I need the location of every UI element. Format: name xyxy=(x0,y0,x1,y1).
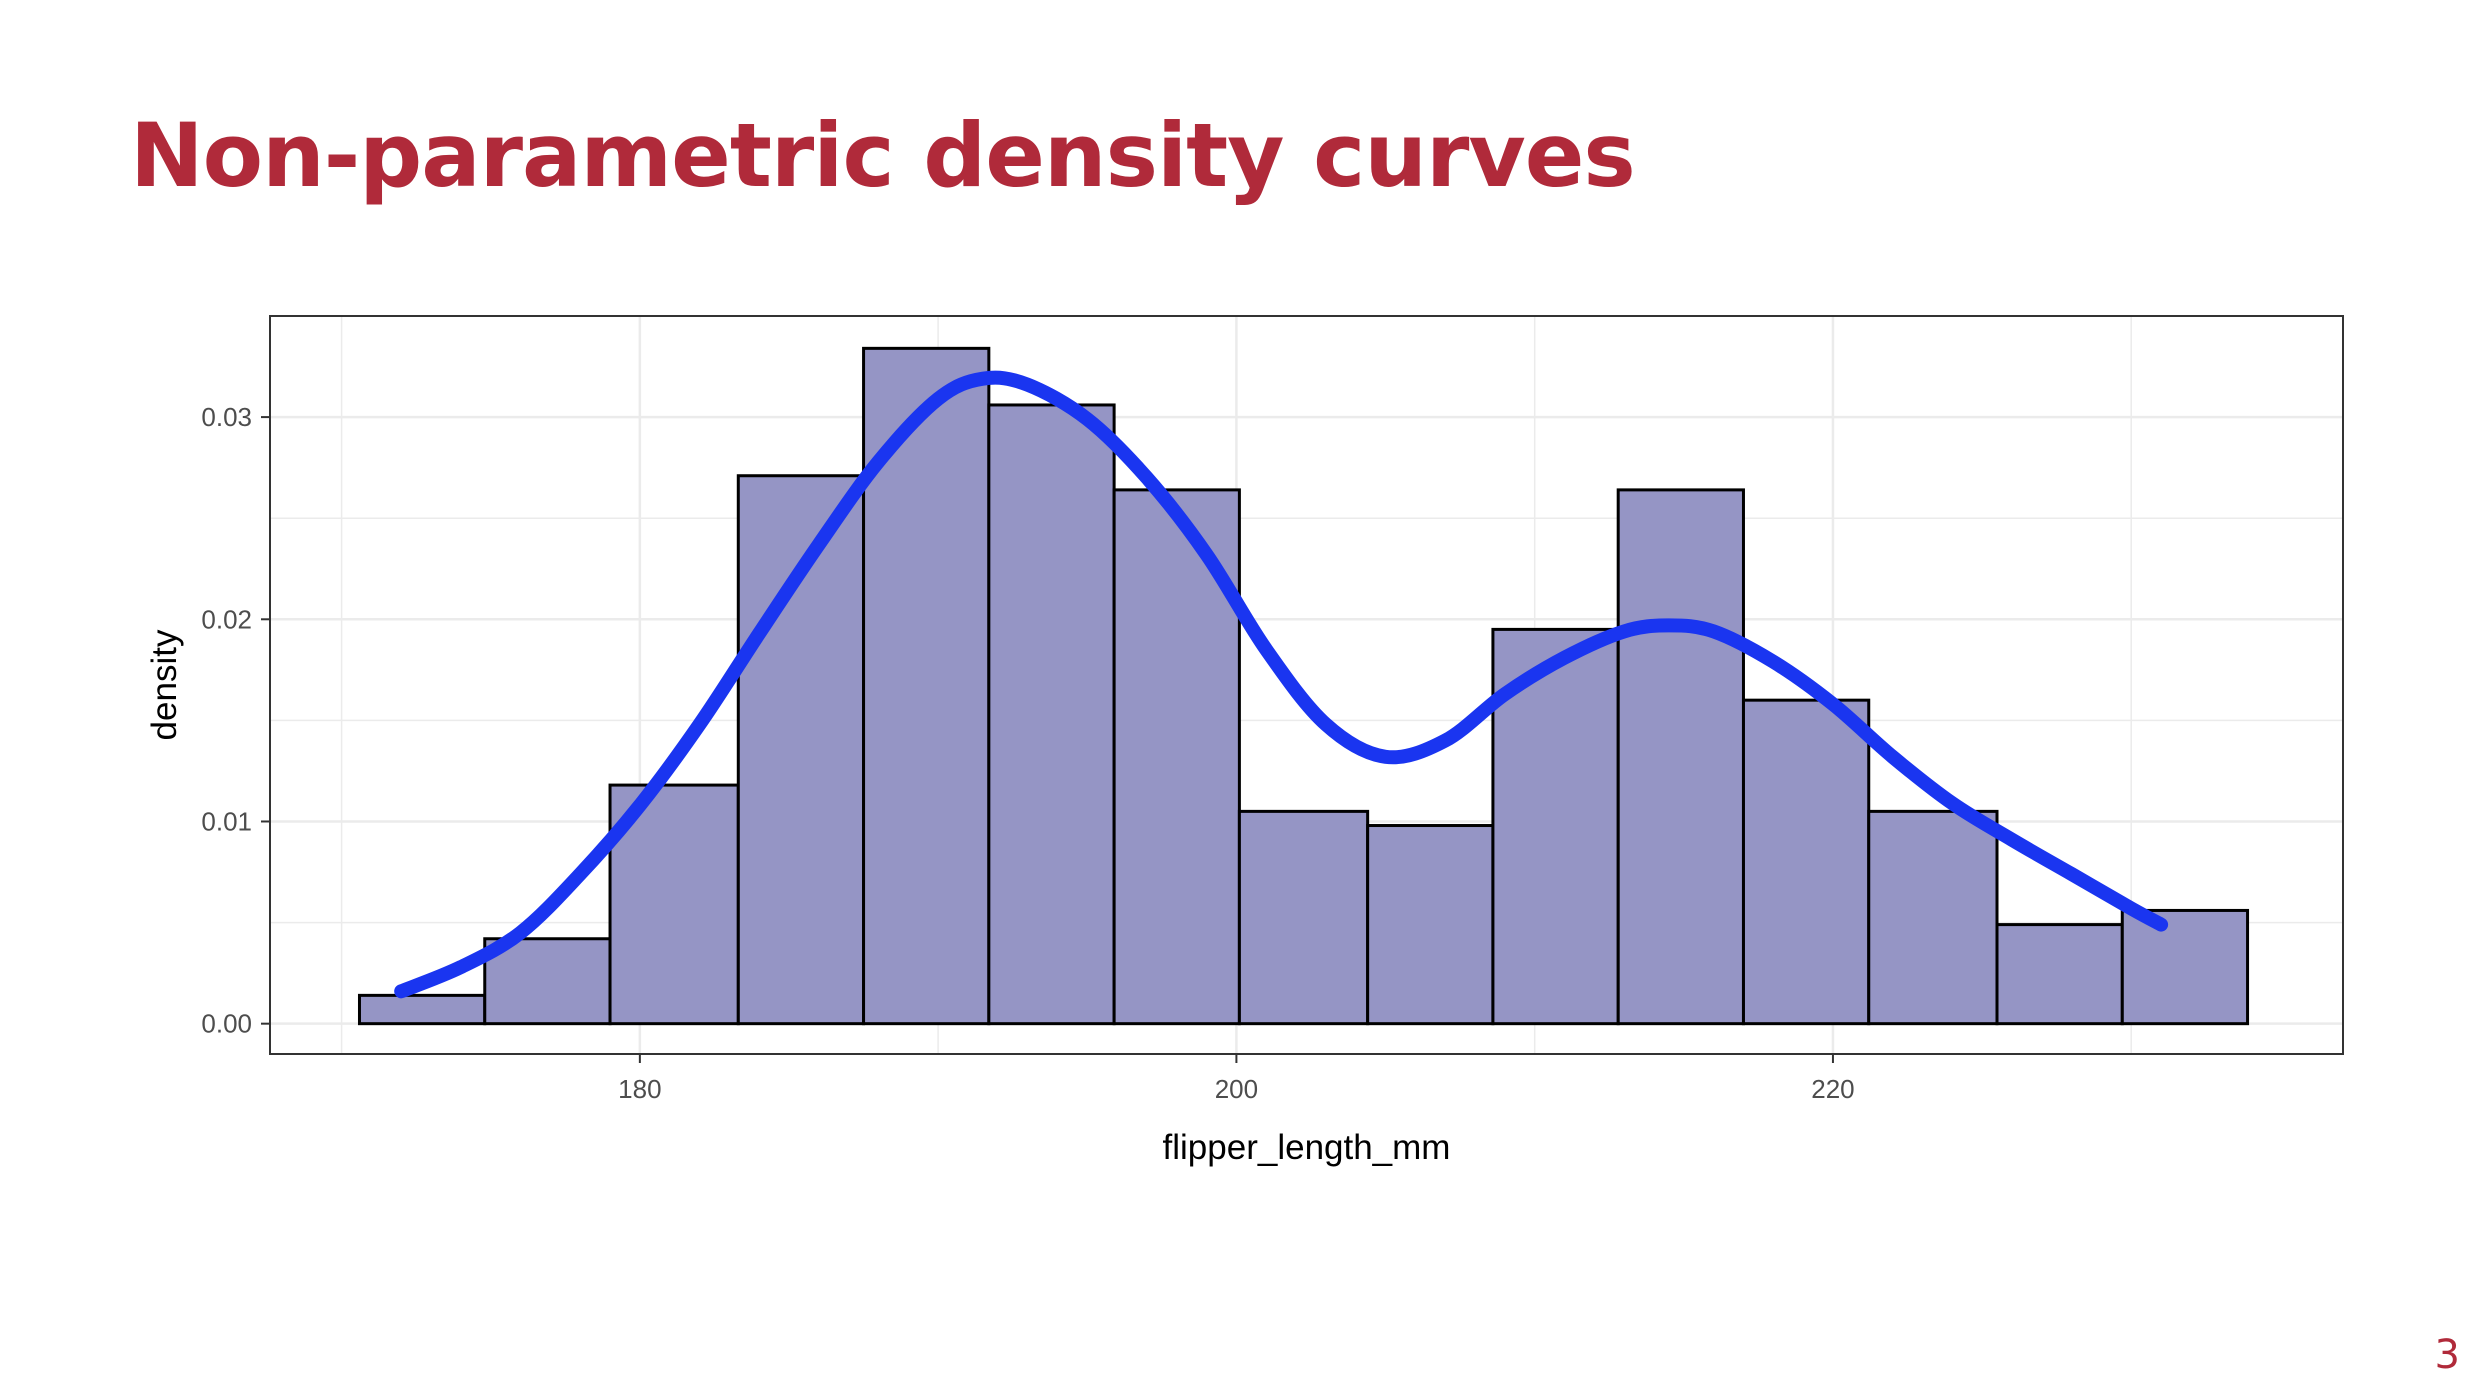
histogram-bar xyxy=(1616,488,1745,1026)
histogram-bar xyxy=(1741,698,1871,1026)
histogram-bar xyxy=(987,403,1116,1026)
y-tick-label: 0.03 xyxy=(201,402,252,432)
histogram-bar xyxy=(1237,809,1370,1026)
histogram-bar xyxy=(357,993,487,1026)
axis-ticks: 180 200 220 0.00 0.01 0.02 0.03 xyxy=(201,402,1854,1104)
x-tick-label: 220 xyxy=(1811,1074,1854,1104)
y-tick-label: 0.00 xyxy=(201,1009,252,1039)
x-tick-label: 180 xyxy=(618,1074,661,1104)
x-axis-title: flipper_length_mm xyxy=(1163,1128,1451,1167)
density-curve xyxy=(394,370,2169,999)
histogram-bar xyxy=(1867,809,1999,1026)
histogram-bars xyxy=(357,346,2250,1026)
histogram-bar xyxy=(2120,908,2250,1026)
histogram-bar xyxy=(608,783,740,1026)
y-tick-label: 0.02 xyxy=(201,604,252,634)
page-number: 3 xyxy=(2434,1332,2460,1378)
panel-border xyxy=(269,315,2344,1055)
slide-title: Non-parametric density curves xyxy=(130,104,1636,207)
density-curve-layer xyxy=(394,370,2169,999)
histogram-bar xyxy=(1366,824,1495,1026)
x-tick-label: 200 xyxy=(1215,1074,1258,1104)
y-axis-title: density xyxy=(145,629,184,740)
y-tick-label: 0.01 xyxy=(201,806,252,836)
histogram-bar xyxy=(1995,923,2124,1026)
histogram-bar xyxy=(736,474,866,1026)
